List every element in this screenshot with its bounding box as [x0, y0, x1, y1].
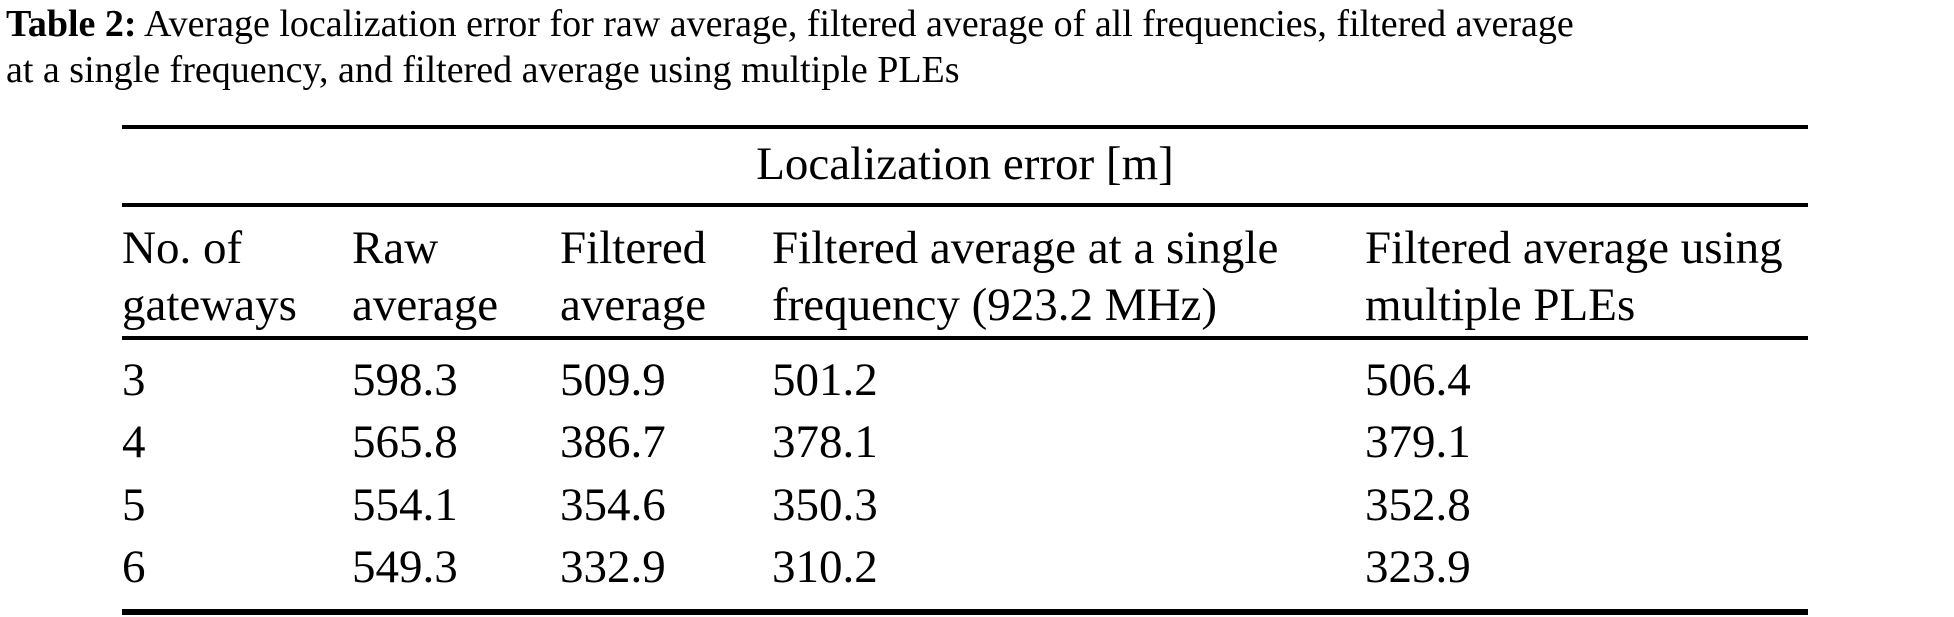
table-caption: Table 2: Average localization error for … [6, 1, 1574, 93]
cell-gateways: 5 [122, 479, 146, 531]
column-header-line: Filtered average using [1365, 222, 1783, 274]
cell-filtered-single: 350.3 [772, 479, 878, 531]
cell-raw-average: 598.3 [352, 354, 458, 406]
column-header-line: frequency (923.2 MHz) [772, 279, 1218, 331]
table-header-rule [122, 336, 1808, 340]
cell-raw-average: 554.1 [352, 479, 458, 531]
cell-raw-average: 565.8 [352, 416, 458, 468]
column-header-line: average [352, 279, 499, 331]
column-header-filtered-multiple-ples: Filtered average using multiple PLEs [1365, 220, 1783, 334]
column-header-line: No. of [122, 222, 243, 274]
column-header-line: Raw [352, 222, 439, 274]
cell-filtered-single: 378.1 [772, 416, 878, 468]
cell-filtered-multiple: 352.8 [1365, 479, 1471, 531]
cell-filtered-multiple: 379.1 [1365, 416, 1471, 468]
table-top-rule [122, 125, 1808, 129]
table-bottom-rule [122, 609, 1808, 615]
column-group-header: Localization error [m] [756, 138, 1174, 190]
column-header-line: gateways [122, 279, 297, 331]
cell-gateways: 6 [122, 541, 146, 593]
cell-raw-average: 549.3 [352, 541, 458, 593]
column-header-line: Filtered [560, 222, 707, 274]
cell-filtered-average: 386.7 [560, 416, 666, 468]
caption-label: Table 2: [6, 3, 137, 45]
column-header-line: Filtered average at a single [772, 222, 1279, 274]
cell-filtered-average: 332.9 [560, 541, 666, 593]
table-spanner-rule [122, 203, 1808, 207]
column-header-filtered-single-frequency: Filtered average at a single frequency (… [772, 220, 1278, 334]
column-header-no-of-gateways: No. of gateways [122, 220, 297, 334]
column-header-raw-average: Raw average [352, 220, 498, 334]
cell-gateways: 4 [122, 416, 146, 468]
column-header-filtered-average: Filtered average [560, 220, 706, 334]
cell-filtered-single: 310.2 [772, 541, 878, 593]
cell-filtered-single: 501.2 [772, 354, 878, 406]
caption-text-1: Average localization error for raw avera… [136, 3, 1574, 45]
cell-gateways: 3 [122, 354, 146, 406]
cell-filtered-average: 509.9 [560, 354, 666, 406]
column-header-line: average [560, 279, 707, 331]
cell-filtered-multiple: 323.9 [1365, 541, 1471, 593]
caption-line-1: Table 2: Average localization error for … [6, 1, 1574, 47]
column-header-line: multiple PLEs [1365, 279, 1636, 331]
cell-filtered-multiple: 506.4 [1365, 354, 1471, 406]
cell-filtered-average: 354.6 [560, 479, 666, 531]
caption-line-2: at a single frequency, and filtered aver… [6, 49, 960, 91]
